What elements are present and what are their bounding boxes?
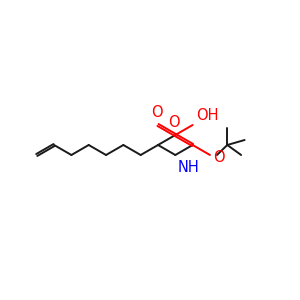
Text: O: O	[151, 105, 163, 120]
Text: OH: OH	[196, 108, 218, 123]
Text: NH: NH	[177, 160, 199, 175]
Text: O: O	[213, 149, 225, 164]
Text: O: O	[169, 115, 180, 130]
